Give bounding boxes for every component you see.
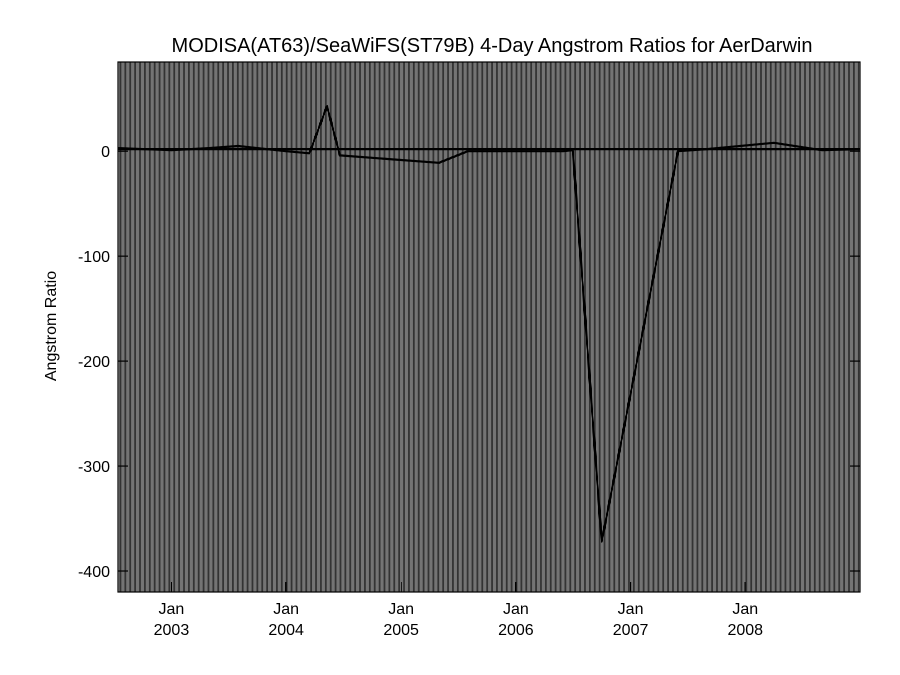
y-tick-label: -100 xyxy=(78,249,110,266)
grid-lines xyxy=(117,62,861,592)
x-tick-label-year: 2007 xyxy=(613,622,649,639)
y-tick-label: -200 xyxy=(78,354,110,371)
x-tick-label-month: Jan xyxy=(388,601,414,618)
x-tick-label-year: 2003 xyxy=(154,622,190,639)
x-tick-label-month: Jan xyxy=(159,601,185,618)
plot-frame xyxy=(117,61,861,593)
x-ticks: Jan 2003 Jan 2004 Jan 2005 Jan 2006 Jan 2007 Jan 20… xyxy=(154,582,763,639)
x-tick-label-month: Jan xyxy=(503,601,529,618)
x-tick-label-year: 2008 xyxy=(727,622,763,639)
x-tick-label-year: 2006 xyxy=(498,622,534,639)
x-tick-label-year: 2004 xyxy=(268,622,304,639)
x-tick-label-month: Jan xyxy=(273,601,299,618)
axes xyxy=(117,61,861,593)
x-tick-label-month: Jan xyxy=(732,601,758,618)
y-tick-label: -400 xyxy=(78,564,110,581)
chart-title: MODISA(AT63)/SeaWiFS(ST79B) 4-Day Angstr… xyxy=(172,35,813,57)
y-ticks: 0 -100 -200 -300 -400 xyxy=(78,144,860,581)
y-axis-label: Angstrom Ratio xyxy=(43,271,60,381)
series-lines xyxy=(117,105,861,543)
x-tick-label-year: 2005 xyxy=(383,622,419,639)
y-tick-label: -300 xyxy=(78,459,110,476)
x-tick-label-month: Jan xyxy=(618,601,644,618)
y-tick-label: 0 xyxy=(101,144,110,161)
